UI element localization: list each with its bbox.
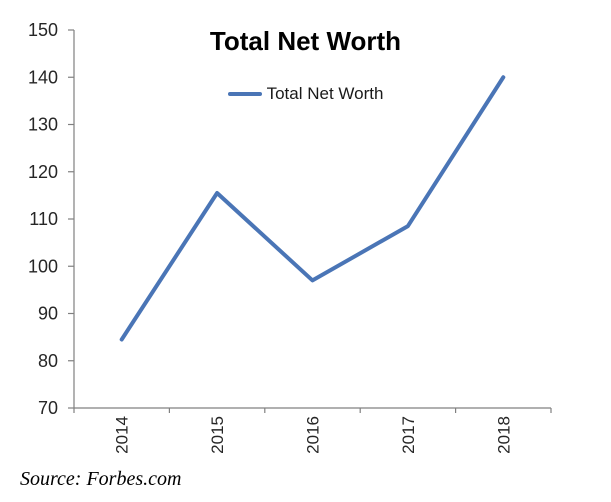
y-tick-label: 100 (28, 256, 58, 276)
x-tick-label: 2015 (208, 416, 227, 454)
plot-area: 70 80 90 100 110 120 130 140 150 2014 2015 2016 2017… (28, 20, 552, 454)
y-tick-label: 150 (28, 20, 58, 40)
y-tick-label: 70 (38, 398, 58, 418)
legend-label: Total Net Worth (266, 84, 384, 103)
y-tick-label: 140 (28, 67, 58, 87)
legend: Total Net Worth (0, 84, 611, 104)
x-tick-label: 2018 (494, 416, 513, 454)
source-note: Source: Forbes.com (20, 468, 182, 490)
y-tick-label: 130 (28, 115, 58, 135)
x-tick-label: 2016 (304, 416, 323, 454)
networth-line (119, 75, 506, 342)
y-tick-label: 90 (38, 304, 58, 324)
y-tick-label: 80 (38, 351, 58, 371)
x-tick-label: 2017 (399, 416, 418, 454)
chart-title: Total Net Worth (209, 26, 402, 56)
y-tick-label: 110 (29, 209, 58, 229)
x-tick-label: 2014 (113, 416, 132, 454)
y-tick-label: 120 (28, 162, 58, 182)
legend-line-marker (227, 91, 262, 97)
